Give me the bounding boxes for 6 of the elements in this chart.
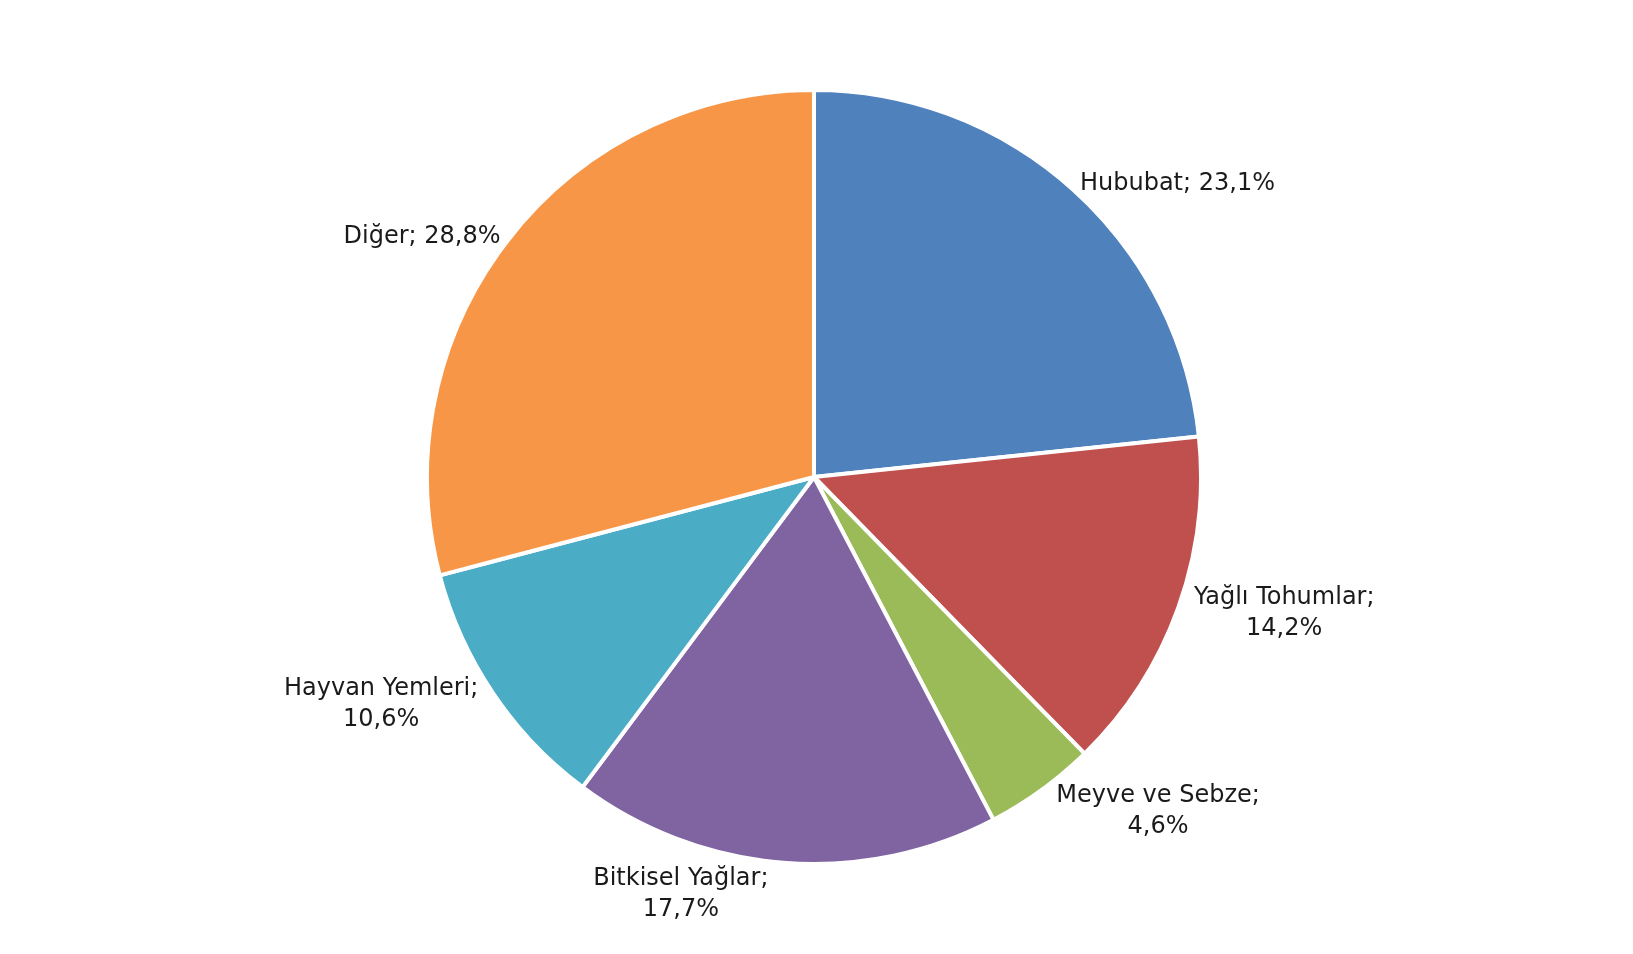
slice-label: Yağlı Tohumlar; 14,2% — [1192, 582, 1375, 642]
slice-label: Hububat; 23,1% — [1079, 167, 1275, 196]
slice-label: Diğer; 28,8% — [343, 221, 501, 250]
slice-label: Bitkisel Yağlar; 17,7% — [593, 862, 769, 922]
slice-label: Meyve ve Sebze; 4,6% — [1056, 779, 1260, 840]
slice-label: Hayvan Yemleri; 10,6% — [283, 673, 479, 733]
